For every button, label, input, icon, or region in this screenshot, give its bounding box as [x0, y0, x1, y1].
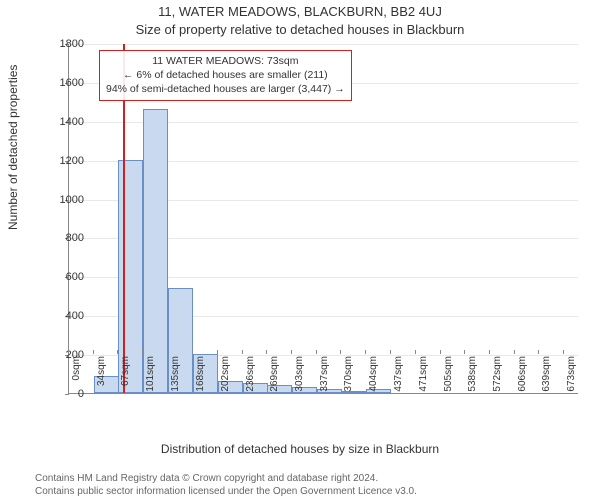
y-tick-label: 1800	[44, 38, 84, 50]
y-tick-label: 800	[44, 232, 84, 244]
x-tick	[266, 350, 267, 354]
x-tick-label: 471sqm	[418, 356, 429, 392]
x-tick-label: 135sqm	[170, 356, 181, 392]
chart-title-main: 11, WATER MEADOWS, BLACKBURN, BB2 4UJ	[0, 4, 600, 19]
x-tick-label: 370sqm	[343, 356, 354, 392]
y-tick-label: 1200	[44, 155, 84, 167]
x-tick-label: 67sqm	[120, 356, 131, 386]
x-tick-label: 639sqm	[541, 356, 552, 392]
x-tick	[117, 350, 118, 354]
y-tick-label: 1400	[44, 116, 84, 128]
x-tick	[440, 350, 441, 354]
credit-line: Contains HM Land Registry data © Crown c…	[35, 473, 378, 484]
x-tick	[316, 350, 317, 354]
chart-title-sub: Size of property relative to detached ho…	[0, 22, 600, 37]
x-tick-label: 505sqm	[443, 356, 454, 392]
x-tick	[489, 350, 490, 354]
x-tick	[390, 350, 391, 354]
x-axis-label: Distribution of detached houses by size …	[0, 442, 600, 456]
gridline	[69, 44, 578, 45]
x-tick	[93, 350, 94, 354]
histogram-bar	[143, 109, 168, 393]
x-tick-label: 269sqm	[269, 356, 280, 392]
credit-line: Contains public sector information licen…	[35, 486, 417, 497]
x-tick	[142, 350, 143, 354]
x-tick	[291, 350, 292, 354]
x-tick-label: 236sqm	[245, 356, 256, 392]
x-tick-label: 202sqm	[220, 356, 231, 392]
x-tick	[192, 350, 193, 354]
y-tick-label: 1000	[44, 194, 84, 206]
x-tick-label: 538sqm	[467, 356, 478, 392]
x-tick	[340, 350, 341, 354]
x-tick-label: 437sqm	[393, 356, 404, 392]
x-tick-label: 606sqm	[517, 356, 528, 392]
x-tick	[563, 350, 564, 354]
x-tick-label: 34sqm	[96, 356, 107, 386]
chart-container: 11, WATER MEADOWS, BLACKBURN, BB2 4UJ Si…	[0, 0, 600, 500]
x-tick	[242, 350, 243, 354]
x-tick	[68, 350, 69, 354]
x-tick	[538, 350, 539, 354]
x-tick	[217, 350, 218, 354]
y-axis-label: Number of detached properties	[6, 65, 20, 230]
annotation-line: 94% of semi-detached houses are larger (…	[106, 82, 345, 96]
y-tick-label: 1600	[44, 77, 84, 89]
annotation-line: 11 WATER MEADOWS: 73sqm	[106, 54, 345, 68]
x-tick-label: 673sqm	[566, 356, 577, 392]
x-tick-label: 0sqm	[71, 356, 82, 380]
x-tick	[514, 350, 515, 354]
x-tick-label: 572sqm	[492, 356, 503, 392]
plot-area: 11 WATER MEADOWS: 73sqm ← 6% of detached…	[68, 44, 578, 394]
y-tick-label: 0	[44, 388, 84, 400]
x-tick	[464, 350, 465, 354]
y-tick-label: 400	[44, 310, 84, 322]
x-tick	[365, 350, 366, 354]
y-tick-label: 600	[44, 271, 84, 283]
x-tick	[415, 350, 416, 354]
x-tick	[167, 350, 168, 354]
x-tick-label: 404sqm	[368, 356, 379, 392]
annotation-line: ← 6% of detached houses are smaller (211…	[106, 68, 345, 82]
highlight-annotation: 11 WATER MEADOWS: 73sqm ← 6% of detached…	[99, 50, 352, 101]
x-tick-label: 168sqm	[195, 356, 206, 392]
x-tick-label: 337sqm	[319, 356, 330, 392]
x-tick-label: 303sqm	[294, 356, 305, 392]
x-tick-label: 101sqm	[145, 356, 156, 392]
